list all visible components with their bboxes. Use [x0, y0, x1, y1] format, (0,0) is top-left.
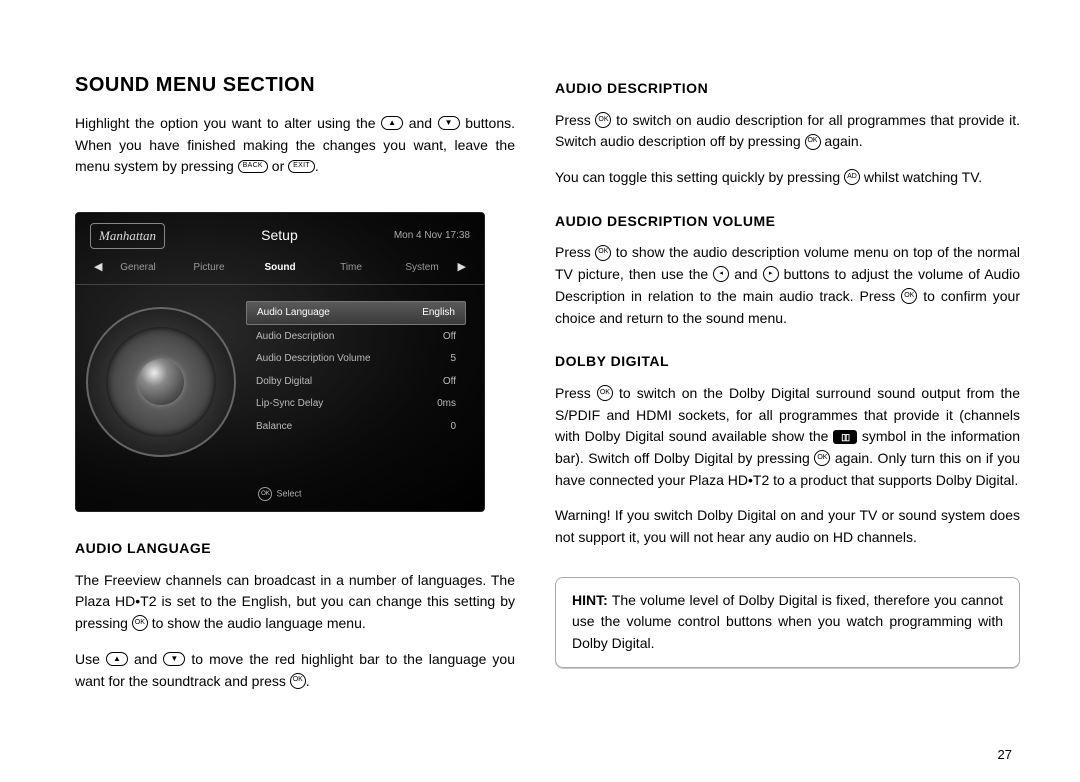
audio-language-p1: The Freeview channels can broadcast in a…: [75, 570, 515, 635]
ok-button-icon: OK: [132, 615, 148, 631]
ok-button-icon: OK: [814, 450, 830, 466]
audio-description-p2: You can toggle this setting quickly by p…: [555, 167, 1020, 189]
ad-volume-p1: Press OK to show the audio description v…: [555, 242, 1020, 329]
exit-button-icon: EXIT: [288, 160, 315, 173]
dolby-symbol-icon: ▯▯: [833, 430, 857, 444]
ad-button-icon: AD: [844, 169, 860, 185]
ok-button-icon: OK: [805, 134, 821, 150]
intro-paragraph: Highlight the option you want to alter u…: [75, 113, 515, 178]
sound-menu-list: Audio LanguageEnglish Audio DescriptionO…: [246, 301, 466, 457]
tv-datetime: Mon 4 Nov 17:38: [394, 228, 470, 244]
hint-text: The volume level of Dolby Digital is fix…: [572, 592, 1003, 651]
tab-picture: Picture: [173, 260, 244, 276]
speaker-icon: [86, 307, 236, 457]
right-column: AUDIO DESCRIPTION Press OK to switch on …: [555, 70, 1020, 752]
audio-description-p1: Press OK to switch on audio description …: [555, 110, 1020, 153]
hint-label: HINT:: [572, 592, 608, 608]
tab-system: System: [387, 260, 458, 276]
section-title: SOUND MENU SECTION: [75, 70, 515, 101]
back-button-icon: BACK: [238, 160, 268, 173]
menu-row-ad-volume: Audio Description Volume5: [246, 348, 466, 370]
dolby-warning: Warning! If you switch Dolby Digital on …: [555, 505, 1020, 548]
audio-language-heading: AUDIO LANGUAGE: [75, 538, 515, 560]
ok-button-icon: OK: [901, 288, 917, 304]
tv-logo: Manhattan: [90, 223, 165, 249]
up-button-icon: ▲: [106, 652, 128, 666]
tab-sound: Sound: [245, 260, 316, 276]
down-button-icon: ▼: [438, 116, 460, 130]
left-column: SOUND MENU SECTION Highlight the option …: [75, 70, 515, 752]
right-button-icon: ▸: [763, 266, 779, 282]
menu-row-lipsync: Lip-Sync Delay0ms: [246, 393, 466, 415]
tv-title: Setup: [261, 225, 298, 247]
menu-row-balance: Balance0: [246, 416, 466, 438]
page-number: 27: [998, 747, 1012, 762]
ad-volume-heading: AUDIO DESCRIPTION VOLUME: [555, 211, 1020, 233]
tab-right-arrow-icon: ▶: [458, 259, 466, 276]
ok-button-icon: OK: [290, 673, 306, 689]
tv-footer: OKSelect: [76, 487, 484, 501]
ok-button-icon: OK: [597, 385, 613, 401]
tab-time: Time: [316, 260, 387, 276]
tv-tabs: ◀ General Picture Sound Time System ▶: [76, 255, 484, 285]
menu-row-audio-language: Audio LanguageEnglish: [246, 301, 466, 325]
hint-box: HINT: The volume level of Dolby Digital …: [555, 577, 1020, 668]
manual-page: SOUND MENU SECTION Highlight the option …: [0, 0, 1080, 782]
down-button-icon: ▼: [163, 652, 185, 666]
ok-badge-icon: OK: [258, 487, 272, 501]
ok-button-icon: OK: [595, 112, 611, 128]
tv-header: Manhattan Setup Mon 4 Nov 17:38: [76, 213, 484, 255]
left-button-icon: ◂: [713, 266, 729, 282]
tv-body: Audio LanguageEnglish Audio DescriptionO…: [76, 285, 484, 457]
menu-row-audio-description: Audio DescriptionOff: [246, 326, 466, 348]
menu-row-dolby: Dolby DigitalOff: [246, 371, 466, 393]
tab-general: General: [102, 260, 173, 276]
dolby-p1: Press OK to switch on the Dolby Digital …: [555, 383, 1020, 491]
audio-language-p2: Use ▲ and ▼ to move the red highlight ba…: [75, 649, 515, 692]
tab-left-arrow-icon: ◀: [94, 259, 102, 276]
up-button-icon: ▲: [381, 116, 403, 130]
ok-button-icon: OK: [595, 245, 611, 261]
setup-screenshot: Manhattan Setup Mon 4 Nov 17:38 ◀ Genera…: [75, 212, 485, 512]
audio-description-heading: AUDIO DESCRIPTION: [555, 78, 1020, 100]
dolby-heading: DOLBY DIGITAL: [555, 351, 1020, 373]
